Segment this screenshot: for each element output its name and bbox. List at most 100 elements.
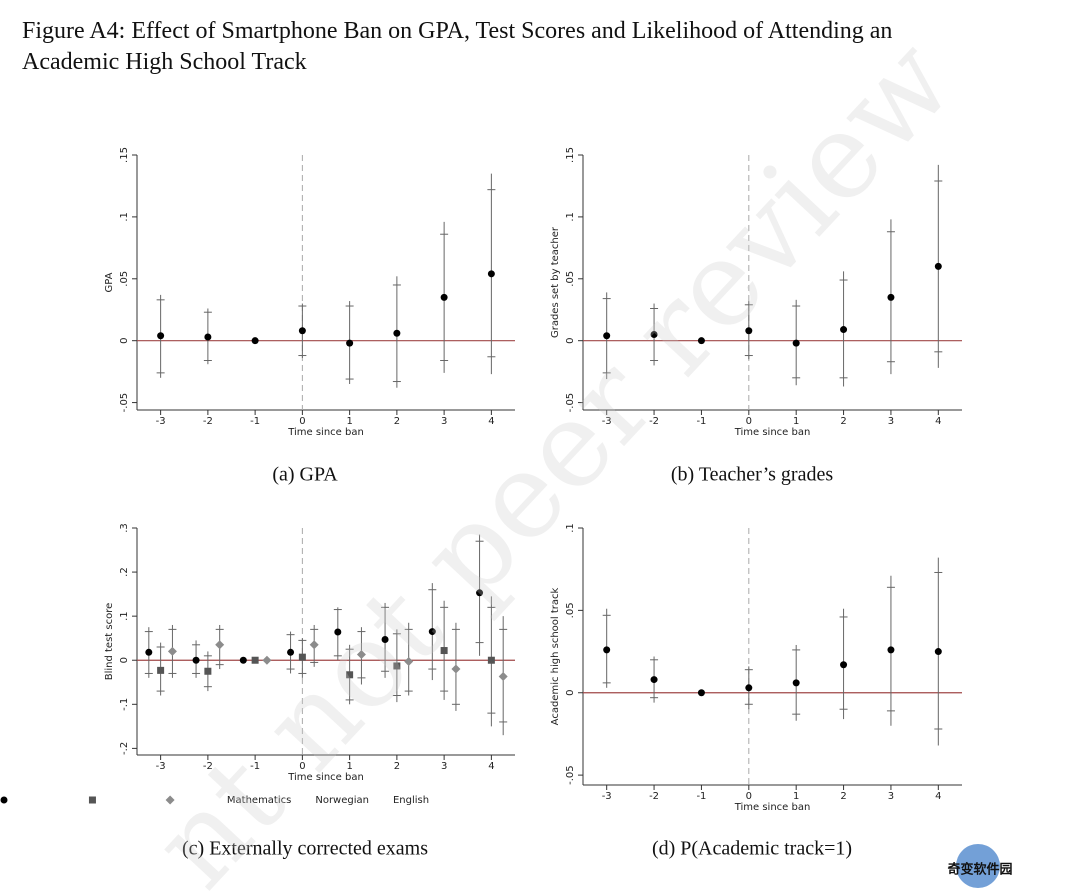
logo-icon — [956, 844, 1000, 888]
legend-marker — [165, 795, 175, 805]
marker — [697, 689, 705, 697]
marker — [404, 657, 414, 667]
marker — [745, 684, 753, 692]
x-tick-label: 3 — [441, 416, 447, 427]
marker — [204, 667, 212, 675]
x-axis-title: Time since ban — [287, 772, 364, 783]
caption: (d) P(Academic track=1) — [652, 838, 852, 860]
x-tick-label: 4 — [935, 416, 941, 427]
x-tick-label: 3 — [441, 761, 447, 772]
x-tick-label: -1 — [696, 416, 706, 427]
marker — [487, 656, 495, 664]
y-tick-label: 0 — [565, 337, 576, 343]
marker — [440, 293, 448, 301]
marker — [487, 270, 495, 278]
x-tick-label: -2 — [203, 761, 213, 772]
marker — [440, 647, 448, 655]
marker — [840, 326, 848, 334]
marker — [262, 655, 272, 665]
x-tick-label: -3 — [156, 761, 166, 772]
x-tick-label: -3 — [602, 791, 612, 802]
y-tick-label: .1 — [565, 212, 576, 222]
marker — [157, 666, 165, 674]
marker — [145, 648, 153, 656]
x-tick-label: 4 — [488, 416, 494, 427]
marker — [603, 332, 611, 340]
marker — [167, 646, 177, 656]
x-tick-label: -1 — [696, 791, 706, 802]
marker — [428, 628, 436, 636]
marker — [887, 293, 895, 301]
logo-text: 奇变软件园 — [947, 862, 1012, 878]
x-tick-label: -2 — [649, 791, 659, 802]
y-tick-label: 0 — [119, 657, 130, 663]
y-tick-label: 0 — [119, 337, 130, 343]
y-tick-label: .15 — [565, 147, 576, 163]
x-tick-label: 0 — [746, 791, 752, 802]
legend-label: English — [393, 795, 429, 806]
marker — [239, 656, 247, 664]
marker — [356, 650, 366, 660]
x-tick-label: -2 — [203, 416, 213, 427]
x-tick-label: -3 — [602, 416, 612, 427]
marker — [298, 653, 306, 661]
legend: Mathematics Norwegian English — [227, 795, 429, 806]
marker — [157, 332, 165, 340]
marker — [381, 636, 389, 644]
marker — [650, 676, 658, 684]
x-tick-label: 0 — [299, 416, 305, 427]
y-tick-label: -.05 — [565, 393, 576, 413]
y-tick-label: 0 — [565, 690, 576, 696]
y-axis-title: GPA — [104, 272, 115, 292]
marker — [251, 656, 259, 664]
legend-marker — [88, 796, 96, 804]
watermark: nt not peer review — [126, 12, 980, 895]
marker — [451, 664, 461, 674]
x-tick-label: 4 — [488, 761, 494, 772]
y-tick-label: .15 — [119, 147, 130, 163]
caption: (a) GPA — [272, 464, 338, 486]
x-tick-label: 2 — [840, 791, 846, 802]
x-tick-label: 1 — [793, 791, 799, 802]
y-tick-label: .05 — [119, 271, 130, 287]
x-tick-label: 1 — [793, 416, 799, 427]
y-tick-label: .3 — [119, 523, 130, 533]
x-tick-label: -1 — [250, 416, 260, 427]
marker — [603, 646, 611, 654]
figure-title: Figure A4: Effect of Smartphone Ban on G… — [22, 18, 892, 44]
figure-title: Academic High School Track — [22, 49, 307, 75]
y-tick-label: .1 — [119, 611, 130, 621]
x-axis-title: Time since ban — [734, 427, 811, 438]
marker — [298, 327, 306, 335]
marker — [887, 646, 895, 654]
x-tick-label: 2 — [394, 416, 400, 427]
x-tick-label: -1 — [250, 761, 260, 772]
marker — [251, 337, 259, 345]
x-axis-title: Time since ban — [734, 802, 811, 813]
x-tick-label: 0 — [299, 761, 305, 772]
y-tick-label: -.05 — [565, 765, 576, 785]
marker — [393, 662, 401, 670]
y-tick-label: .2 — [119, 567, 130, 577]
y-tick-label: .05 — [565, 271, 576, 287]
x-tick-label: 2 — [394, 761, 400, 772]
x-tick-label: 1 — [346, 416, 352, 427]
marker — [393, 329, 401, 337]
marker — [334, 628, 342, 636]
marker — [745, 327, 753, 335]
y-tick-label: -.1 — [119, 698, 130, 711]
x-tick-label: 4 — [935, 791, 941, 802]
marker — [934, 262, 942, 270]
marker — [215, 640, 225, 650]
x-tick-label: 1 — [346, 761, 352, 772]
marker — [792, 679, 800, 687]
legend-label: Mathematics — [227, 795, 291, 806]
y-tick-label: -.2 — [119, 742, 130, 755]
marker — [309, 640, 319, 650]
marker — [346, 339, 354, 347]
marker — [792, 339, 800, 347]
x-tick-label: 0 — [746, 416, 752, 427]
marker — [192, 656, 200, 664]
caption: (b) Teacher’s grades — [671, 464, 833, 486]
